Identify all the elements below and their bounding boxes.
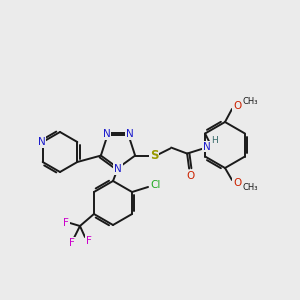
Text: N: N [114, 164, 122, 174]
Text: O: O [233, 101, 241, 111]
Text: CH₃: CH₃ [242, 97, 258, 106]
Text: CH₃: CH₃ [242, 182, 258, 191]
Text: O: O [233, 178, 241, 188]
Text: N: N [38, 137, 46, 147]
Text: S: S [150, 149, 158, 162]
Text: N: N [126, 129, 134, 140]
Text: F: F [86, 236, 92, 246]
Text: H: H [211, 136, 218, 145]
Text: N: N [203, 142, 211, 152]
Text: F: F [69, 238, 75, 248]
Text: F: F [63, 218, 69, 228]
Text: Cl: Cl [151, 180, 161, 190]
Text: N: N [103, 129, 110, 140]
Text: O: O [186, 171, 194, 181]
